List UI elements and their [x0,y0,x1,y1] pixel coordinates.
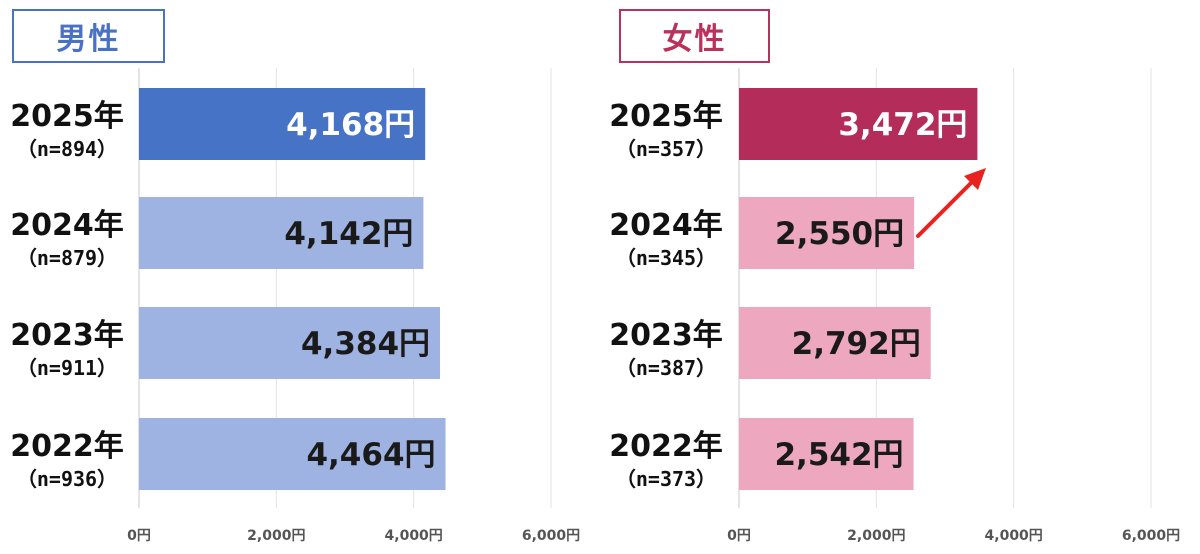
x-tick-label: 2,000円 [847,528,905,544]
sample-size-label: （n=387） [616,356,716,380]
bar [739,307,931,379]
male-chart-panel: 男性 0円 2,000円 4,000円 6,000円 2025年 （n=894） 4,168… [10,9,580,544]
data-label: 4,142円 [284,216,413,252]
bar [139,197,424,269]
sample-size-label: （n=936） [17,467,117,491]
sample-size-label: （n=373） [616,467,716,491]
x-tick-label: 4,000円 [385,528,443,544]
category-label: 2025年 [609,99,723,134]
category-label: 2024年 [10,208,124,243]
female-label-box: 女性 [619,9,770,63]
category-label: 2024年 [609,208,723,243]
category-label: 2022年 [10,429,124,464]
bar [739,197,915,269]
x-tick-label: 6,000円 [522,528,580,544]
data-label: 3,472円 [838,107,967,143]
bar [139,418,446,490]
sample-size-label: （n=911） [17,356,117,380]
female-bar-chart: 0円 2,000円 4,000円 6,000円 2025年 （n=357） 3,472円 20… [609,68,1180,544]
bar [139,307,441,379]
data-label: 4,384円 [301,326,430,362]
x-tick-label: 6,000円 [1122,528,1180,544]
category-label: 2023年 [609,318,723,353]
x-tick-label: 2,000円 [247,528,305,544]
male-label: 男性 [56,22,121,57]
category-label: 2022年 [609,429,723,464]
data-label: 2,542円 [774,437,903,473]
female-chart-panel: 女性 0円 2,000円 4,000円 6,000円 2025年 （n=357） 3,472… [600,0,1200,554]
x-tick-label: 0円 [127,528,151,544]
annotation-arrow-line [916,180,974,238]
data-label: 2,550円 [775,216,904,252]
category-label: 2023年 [10,318,124,353]
male-bar-chart: 0円 2,000円 4,000円 6,000円 2025年 （n=894） 4,168円 20… [10,68,580,544]
x-tick-label: 0円 [727,528,751,544]
sample-size-label: （n=894） [17,137,117,161]
data-label: 4,464円 [306,437,435,473]
female-label: 女性 [662,22,727,57]
sample-size-label: （n=879） [17,246,117,270]
bar [139,88,426,160]
annotation-arrow-head [964,168,986,190]
male-label-box: 男性 [12,9,165,63]
bar [739,88,978,160]
data-label: 2,792円 [792,326,921,362]
bar [739,418,914,490]
sample-size-label: （n=345） [616,246,716,270]
category-label: 2025年 [10,99,124,134]
sample-size-label: （n=357） [616,137,716,161]
x-tick-label: 4,000円 [985,528,1043,544]
data-label: 4,168円 [286,107,415,143]
